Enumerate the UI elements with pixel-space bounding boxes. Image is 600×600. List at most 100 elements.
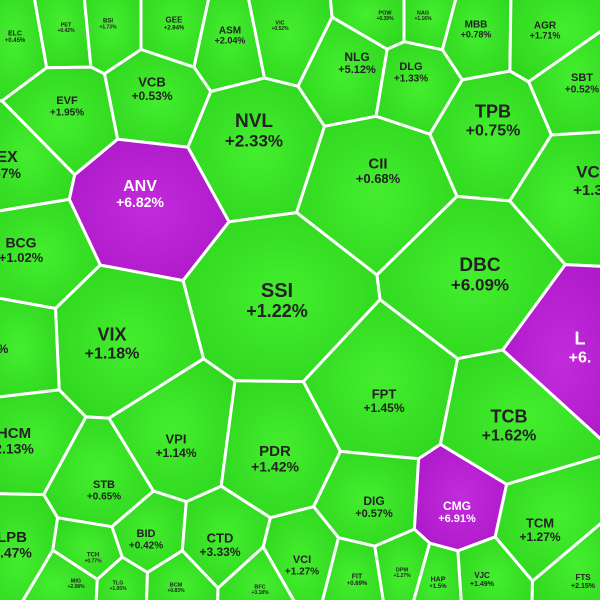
cell-ticker-label: NAG [417, 11, 429, 17]
cell-change-label: +1.45% [363, 401, 404, 415]
cell-ticker-label: FIT [352, 573, 363, 580]
cell-ticker-label: TCH [87, 553, 99, 559]
cell-ticker-label: DLG [399, 61, 422, 73]
cell-change-label: 0.47% [0, 545, 32, 561]
cell-ticker-label: BSI [103, 19, 113, 25]
cell-change-label: +1.3 [573, 182, 600, 199]
cell-ticker-label: ELC [8, 30, 22, 37]
cell-ticker-label: HAP [431, 576, 446, 583]
cell-ticker-label: FTS [575, 573, 591, 582]
cell-change-label: +0.42% [57, 28, 75, 34]
cell-change-label: +1.18% [85, 346, 140, 363]
cell-ticker-label: VIX [97, 324, 126, 344]
cell-change-label: +6.82% [116, 194, 164, 210]
cell-ticker-label: VPI [166, 432, 187, 447]
cell-ticker-label: EX [0, 149, 18, 166]
cell-change-label: +1.02% [0, 250, 44, 265]
cell-change-label: +0.65% [87, 491, 121, 502]
cell-change-label: +1.71% [530, 31, 561, 41]
cell-change-label: % [0, 342, 9, 356]
cell-ticker-label: STB [93, 479, 115, 491]
cell-change-label: +1.27% [393, 573, 411, 579]
cell-ticker-label: BFC [254, 585, 265, 591]
cell-ticker-label: DBC [459, 255, 500, 276]
cell-change-label: +0.78% [461, 30, 492, 40]
cell-change-label: +2.94% [164, 25, 185, 31]
cell-change-label: +1.14% [155, 446, 196, 460]
cell-ticker-label: SSI [261, 280, 293, 302]
cell-change-label: +5.12% [338, 64, 376, 76]
heatmap-cell-fts [530, 522, 600, 600]
cell-change-label: +1.95% [50, 107, 84, 118]
heatmap-cell-bfc [216, 545, 296, 600]
cell-change-label: +0.42% [129, 540, 163, 551]
cell-change-label: +2.04% [215, 36, 246, 46]
cell-ticker-label: TCB [491, 406, 528, 426]
cell-change-label: +2.15% [571, 583, 596, 590]
cell-change-label: +0.68% [356, 171, 401, 186]
cell-ticker-label: BCM [170, 583, 183, 589]
cell-change-label: +0.57% [355, 508, 393, 520]
cell-change-label: +1.62% [482, 428, 537, 445]
cell-change-label: +2.33% [225, 131, 283, 150]
cell-ticker-label: TCM [526, 516, 554, 531]
cell-change-label: 2.13% [0, 441, 34, 457]
cell-ticker-label: PET [61, 23, 72, 29]
cell-ticker-label: VC [576, 163, 600, 182]
cell-change-label: +1.27% [285, 566, 319, 577]
cell-ticker-label: BID [137, 528, 156, 540]
cell-change-label: +2.08% [67, 584, 85, 590]
cell-change-label: +1.73% [99, 24, 117, 30]
cell-change-label: +0.39% [376, 16, 394, 22]
cell-ticker-label: CMG [443, 499, 471, 513]
cell-ticker-label: EVF [56, 95, 78, 107]
cell-ticker-label: VIC [275, 21, 284, 27]
cell-ticker-label: AGR [534, 20, 557, 31]
cell-change-label: +0.45% [5, 38, 26, 44]
cell-ticker-label: HCM [0, 425, 31, 442]
cell-change-label: +6. [569, 350, 592, 367]
cell-change-label: +1.49% [470, 581, 495, 588]
cell-ticker-label: MBB [465, 19, 488, 30]
cell-change-label: +3.33% [199, 545, 240, 559]
cell-ticker-label: NVL [235, 111, 273, 132]
cell-change-label: +1.05% [109, 586, 127, 592]
cell-ticker-label: TPB [475, 101, 511, 121]
cell-ticker-label: DIG [363, 494, 384, 508]
cell-change-label: +0.75% [466, 123, 521, 140]
cell-change-label: +0.83% [167, 588, 185, 594]
cell-ticker-label: FPT [372, 387, 397, 402]
cell-change-label: +1.5% [429, 584, 447, 590]
heatmap-cell-edge-26 [0, 296, 61, 399]
cell-change-label: +1.33% [394, 73, 428, 84]
cell-ticker-label: CII [368, 155, 387, 172]
cell-ticker-label: BCG [5, 234, 36, 250]
cell-ticker-label: DPM [396, 568, 409, 574]
cell-ticker-label: VJC [474, 571, 490, 580]
cell-ticker-label: NLG [344, 50, 369, 64]
cell-change-label: +1.22% [246, 301, 308, 321]
cell-ticker-label: POW [378, 11, 392, 17]
cell-ticker-label: CTD [207, 531, 234, 546]
cell-change-label: +1.42% [251, 459, 299, 475]
cell-change-label: +0.52% [271, 26, 289, 32]
cell-ticker-label: VCI [293, 554, 311, 566]
cell-ticker-label: L [575, 328, 586, 348]
heatmap-labels: ELC+0.45%PET+0.42%BSI+1.73%GEE+2.94% ASM+… [0, 11, 600, 597]
cell-ticker-label: PDR [259, 443, 291, 460]
cell-change-label: +0.69% [347, 581, 368, 587]
cell-change-label: +0.52% [565, 84, 599, 95]
cell-ticker-label: VCB [138, 75, 165, 90]
cell-ticker-label: GEE [166, 15, 184, 24]
cell-change-label: +1.16% [414, 16, 432, 22]
cell-change-label: 67% [0, 165, 22, 181]
cell-ticker-label: ANV [123, 178, 157, 195]
cell-ticker-label: ASM [219, 25, 241, 36]
cell-ticker-label: MIG [71, 579, 81, 585]
cell-change-label: +6.91% [438, 513, 476, 525]
cell-change-label: +6.09% [451, 275, 509, 294]
cell-change-label: +0.77% [84, 558, 102, 564]
cell-ticker-label: SBT [571, 72, 593, 84]
